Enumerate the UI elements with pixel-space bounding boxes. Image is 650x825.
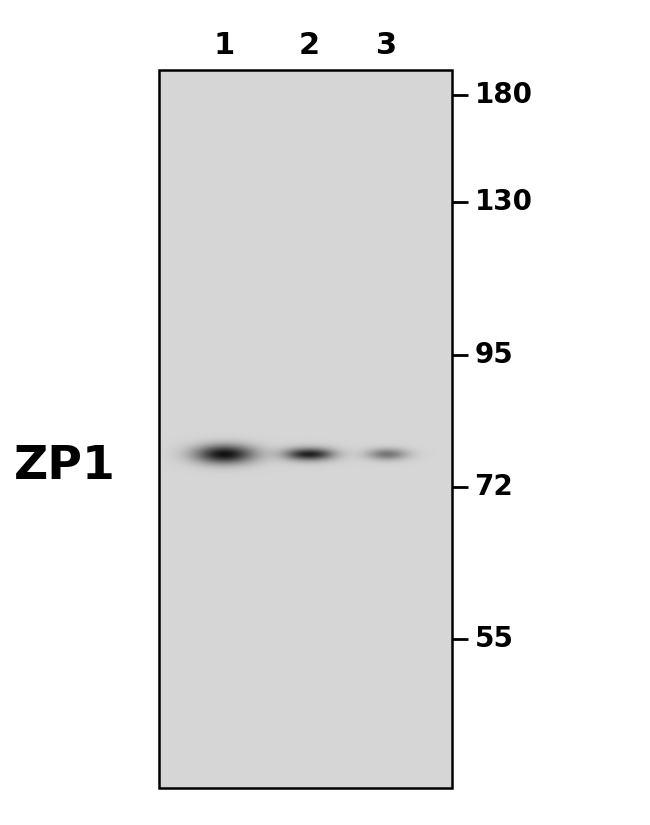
Text: 180: 180 <box>474 81 532 109</box>
Text: 1: 1 <box>214 31 235 60</box>
Text: 130: 130 <box>474 188 532 216</box>
Text: 3: 3 <box>376 31 397 60</box>
Text: ZP1: ZP1 <box>14 444 116 488</box>
Text: 55: 55 <box>474 625 514 653</box>
Text: 2: 2 <box>298 31 319 60</box>
Text: 95: 95 <box>474 341 514 369</box>
Text: 72: 72 <box>474 473 514 501</box>
